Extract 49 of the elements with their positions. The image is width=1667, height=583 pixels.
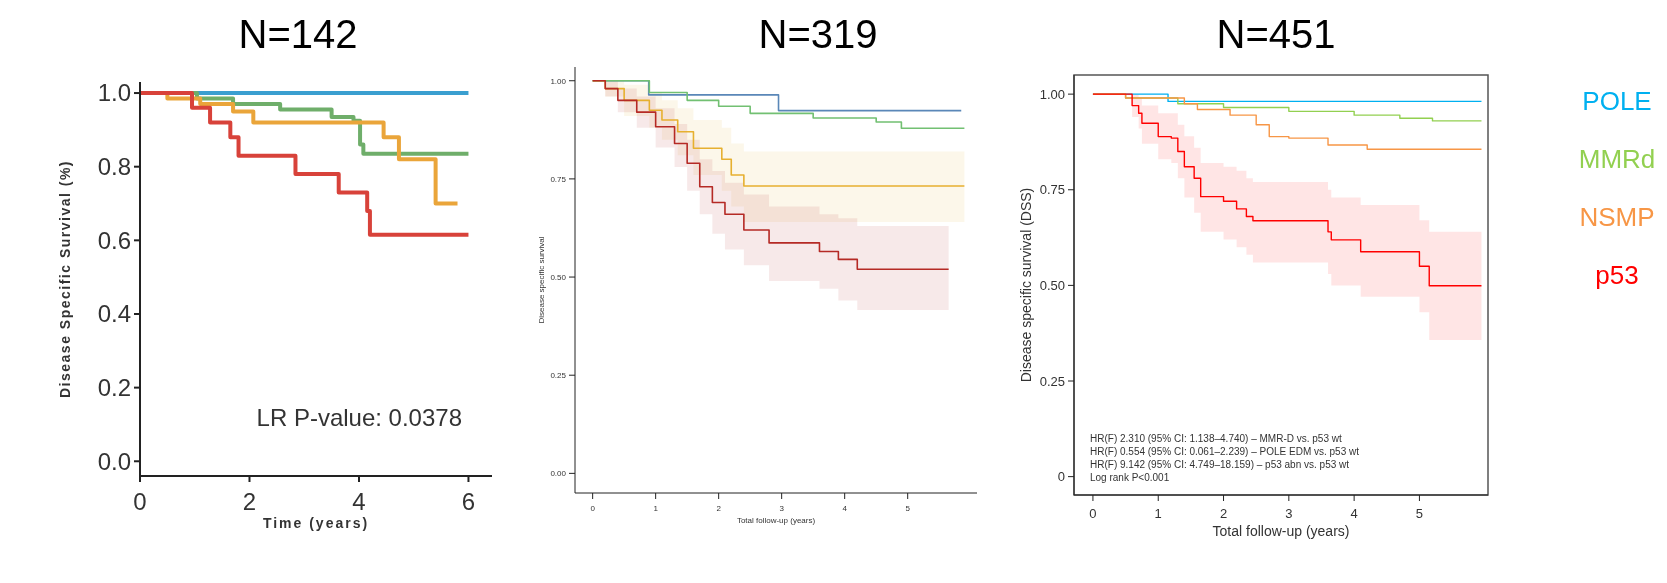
x-tick-label: 4 [1350, 506, 1358, 521]
y-tick-label: 0.50 [550, 272, 567, 282]
x-tick-label: 2 [242, 488, 257, 515]
x-tick-label: 3 [1285, 506, 1293, 521]
y-tick-label: 0.00 [550, 469, 567, 479]
x-tick-label: 3 [779, 504, 785, 513]
x-tick-label: 1 [1154, 506, 1162, 521]
x-tick-label: 6 [461, 488, 476, 515]
chart-title: N=451 [1216, 12, 1336, 56]
x-axis-title: Total follow-up (years) [1212, 523, 1350, 539]
x-tick-label: 2 [716, 504, 722, 513]
x-tick-label: 5 [1415, 506, 1424, 521]
x-tick-label: 5 [905, 504, 911, 513]
y-tick-label: 1.0 [97, 79, 131, 107]
y-tick-label: 0.0 [97, 447, 131, 475]
text: p53 [1595, 260, 1639, 291]
y-tick-label: 0.75 [550, 174, 567, 184]
x-tick-label: 0 [1089, 506, 1097, 521]
y-axis-title: Disease specific survival [536, 236, 546, 324]
annotation: Log rank P<0.001 [1090, 472, 1170, 483]
x-axis-title: Time (years) [262, 515, 370, 531]
x-axis-title: Total follow-up (years) [736, 516, 816, 525]
y-tick-label: 0.8 [97, 153, 131, 181]
annotation: HR(F) 9.142 (95% CI: 4.749–18.159) – p53 abn vs. p53 wt [1090, 459, 1350, 470]
y-tick-label: 0.25 [1039, 373, 1065, 389]
x-tick-label: 4 [352, 488, 366, 515]
text: POLE [1582, 86, 1652, 117]
chart-title: N=319 [758, 12, 878, 56]
x-tick-label: 2 [1219, 506, 1228, 521]
y-tick-label: 0.4 [97, 300, 131, 328]
x-tick-label: 1 [653, 504, 659, 513]
y-axis-title: Disease specific survival (DSS) [1017, 187, 1034, 383]
y-tick-label: 0.2 [97, 374, 131, 402]
y-tick-label: 0 [1057, 469, 1065, 485]
annotation: HR(F) 0.554 (95% CI: 0.061–2.239) – POLE EDM vs. p53 wt [1090, 446, 1360, 457]
y-tick-label: 0.6 [97, 226, 131, 254]
y-tick-label: 0.25 [550, 371, 567, 381]
y-axis-title: Disease Specific Survival (%) [57, 159, 74, 399]
y-tick-label: 0.50 [1039, 277, 1065, 293]
annotation: LR P-value: 0.0378 [256, 404, 462, 431]
text: NSMP [1579, 202, 1655, 233]
y-tick-label: 0.75 [1039, 182, 1065, 198]
y-tick-label: 1.00 [1039, 86, 1065, 102]
y-tick-label: 1.00 [550, 76, 567, 86]
chart-title: N=142 [238, 12, 358, 56]
x-tick-label: 4 [842, 504, 848, 513]
text: MMRd [1578, 144, 1656, 175]
annotation: HR(F) 2.310 (95% CI: 1.138–4.740) – MMR-D vs. p53 wt [1090, 433, 1342, 444]
x-tick-label: 0 [590, 504, 596, 513]
